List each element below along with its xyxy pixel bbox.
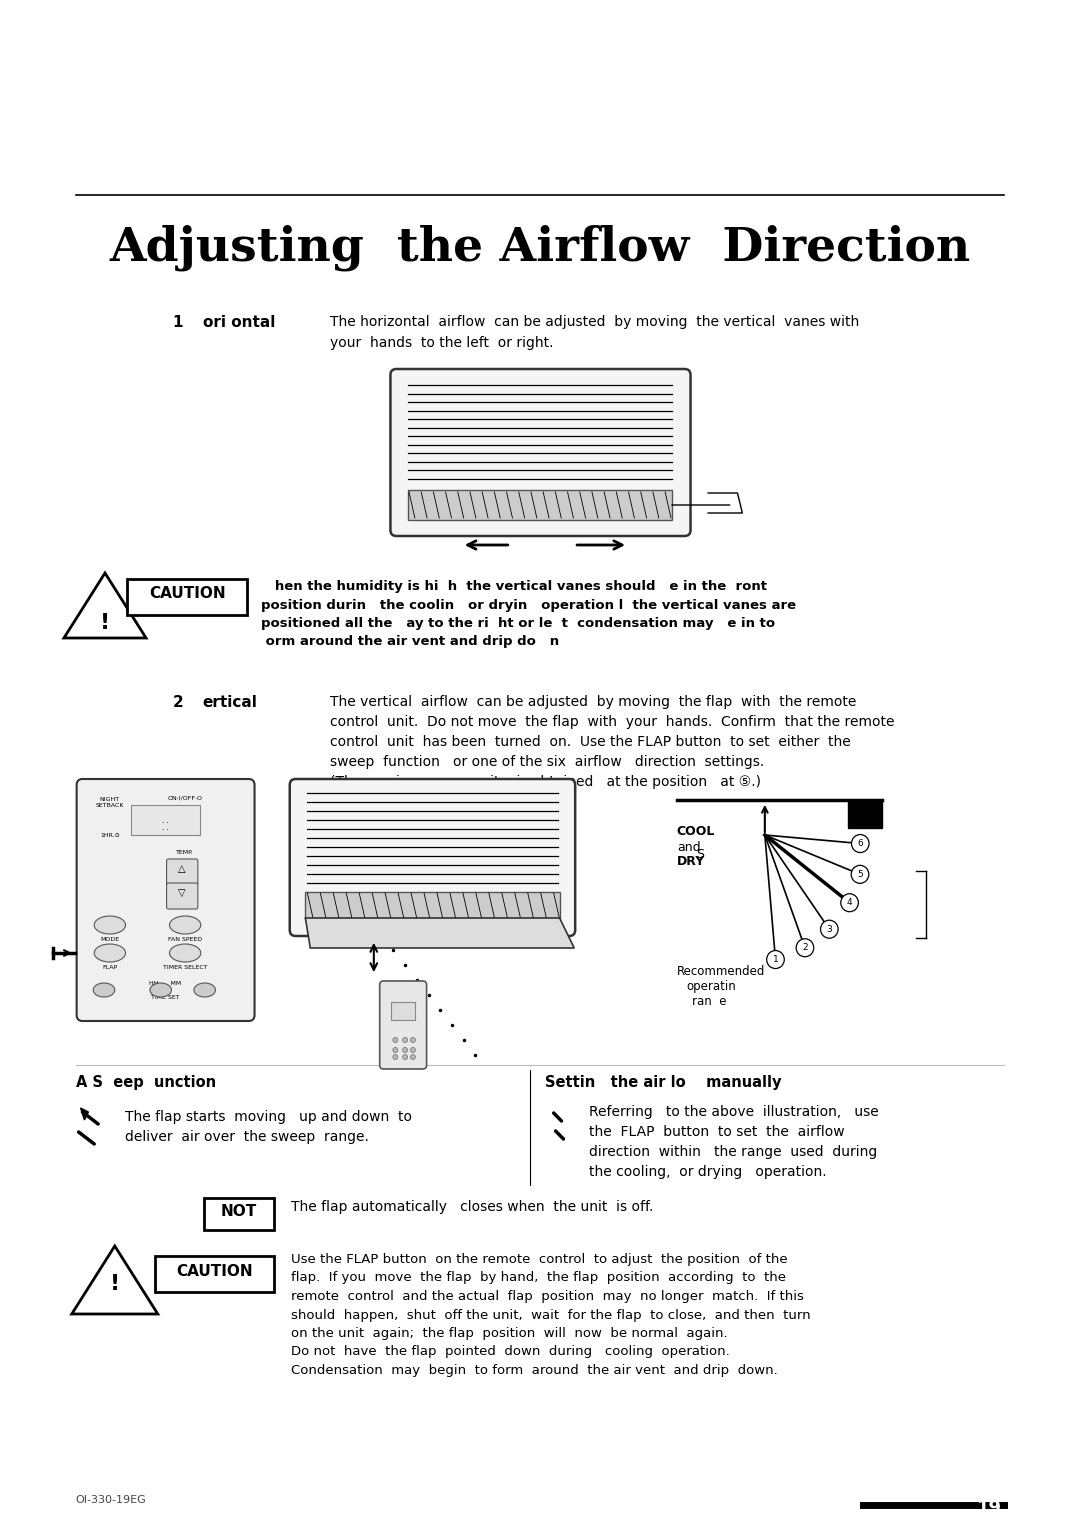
Text: COOL: COOL: [677, 825, 715, 837]
Circle shape: [403, 1047, 407, 1052]
Text: 1: 1: [173, 315, 184, 331]
Text: NIGHT
SETBACK: NIGHT SETBACK: [96, 798, 124, 808]
Text: ori ontal: ori ontal: [203, 315, 275, 331]
Text: !: !: [100, 612, 110, 632]
Text: operatin: operatin: [687, 980, 737, 994]
Text: The horizontal  airflow  can be adjusted  by moving  the vertical  vanes with
yo: The horizontal airflow can be adjusted b…: [329, 315, 859, 349]
Circle shape: [393, 1055, 397, 1059]
Text: ON·I/OFF·O: ON·I/OFF·O: [167, 795, 203, 801]
Ellipse shape: [170, 945, 201, 961]
Circle shape: [840, 894, 859, 912]
Text: ▽: ▽: [178, 888, 186, 899]
Text: 5: 5: [858, 870, 863, 879]
Text: · ·
· ·: · · · ·: [162, 821, 168, 833]
Ellipse shape: [94, 916, 125, 934]
Circle shape: [393, 1047, 397, 1052]
Text: NOT: NOT: [220, 1205, 257, 1220]
Text: TEMP.: TEMP.: [176, 850, 194, 854]
Text: 6: 6: [858, 839, 863, 848]
Text: 3: 3: [826, 925, 833, 934]
Text: Recommended: Recommended: [677, 965, 766, 978]
Circle shape: [393, 1038, 397, 1043]
Text: S: S: [697, 848, 704, 860]
Ellipse shape: [150, 983, 172, 997]
Text: 1: 1: [772, 955, 779, 965]
FancyBboxPatch shape: [380, 981, 427, 1069]
Circle shape: [767, 951, 784, 969]
Circle shape: [851, 865, 868, 883]
Text: CAUTION: CAUTION: [176, 1265, 253, 1280]
Text: 4: 4: [847, 899, 852, 908]
Text: Settin   the air lo    manually: Settin the air lo manually: [545, 1075, 782, 1090]
Text: TIMER SELECT: TIMER SELECT: [163, 965, 207, 971]
Circle shape: [403, 1038, 407, 1043]
Text: MODE: MODE: [100, 937, 120, 942]
Text: ertical: ertical: [203, 695, 258, 710]
Text: and: and: [677, 841, 701, 854]
Text: ran  e: ran e: [691, 995, 726, 1007]
Text: FAN SPEED: FAN SPEED: [168, 937, 202, 942]
Ellipse shape: [93, 983, 114, 997]
Text: hen the humidity is hi  h  the vertical vanes should   e in the  ront
position d: hen the humidity is hi h the vertical va…: [261, 580, 797, 649]
Text: The flap automatically   closes when  the unit  is off.: The flap automatically closes when the u…: [291, 1200, 653, 1214]
Text: FLAP: FLAP: [103, 965, 118, 971]
Circle shape: [410, 1038, 416, 1043]
Polygon shape: [71, 1246, 158, 1314]
Polygon shape: [306, 919, 575, 948]
Polygon shape: [64, 573, 146, 638]
Polygon shape: [81, 1108, 89, 1121]
Bar: [848, 801, 882, 828]
Text: !: !: [110, 1274, 120, 1294]
Text: Adjusting  the Airflow  Direction: Adjusting the Airflow Direction: [109, 225, 971, 271]
Text: TIME SET: TIME SET: [151, 995, 180, 1000]
Ellipse shape: [194, 983, 215, 997]
Text: The flap starts  moving   up and down  to
deliver  air over  the sweep  range.: The flap starts moving up and down to de…: [124, 1110, 411, 1144]
Bar: [306, 893, 559, 920]
Circle shape: [410, 1055, 416, 1059]
Text: A S  eep  unction: A S eep unction: [76, 1075, 216, 1090]
Text: OI-330-19EG: OI-330-19EG: [76, 1494, 147, 1505]
Text: 2: 2: [802, 943, 808, 952]
Text: △: △: [178, 863, 186, 874]
FancyBboxPatch shape: [391, 369, 690, 536]
Circle shape: [821, 920, 838, 939]
Text: Referring   to the above  illustration,   use
the  FLAP  button  to set  the  ai: Referring to the above illustration, use…: [589, 1105, 879, 1179]
Text: HH      MM: HH MM: [149, 981, 181, 986]
Text: The vertical  airflow  can be adjusted  by moving  the flap  with  the remote
co: The vertical airflow can be adjusted by …: [329, 695, 894, 788]
Text: CAUTION: CAUTION: [149, 585, 226, 600]
Bar: [408, 490, 672, 521]
Circle shape: [796, 939, 813, 957]
Ellipse shape: [170, 916, 201, 934]
FancyBboxPatch shape: [166, 883, 198, 909]
Text: 2: 2: [173, 695, 184, 710]
FancyBboxPatch shape: [204, 1197, 274, 1229]
Circle shape: [851, 834, 869, 853]
Text: DRY: DRY: [677, 854, 705, 868]
Text: 1HR.⊙: 1HR.⊙: [100, 833, 120, 837]
Text: 19: 19: [977, 1499, 1002, 1517]
Circle shape: [410, 1047, 416, 1052]
Circle shape: [403, 1055, 407, 1059]
FancyBboxPatch shape: [77, 779, 255, 1021]
FancyBboxPatch shape: [154, 1255, 274, 1292]
Ellipse shape: [94, 945, 125, 961]
Bar: [132, 805, 200, 834]
FancyBboxPatch shape: [127, 579, 246, 615]
FancyBboxPatch shape: [289, 779, 576, 935]
Bar: [391, 1001, 415, 1020]
Text: Use the FLAP button  on the remote  control  to adjust  the position  of the
fla: Use the FLAP button on the remote contro…: [291, 1252, 810, 1376]
FancyBboxPatch shape: [166, 859, 198, 885]
